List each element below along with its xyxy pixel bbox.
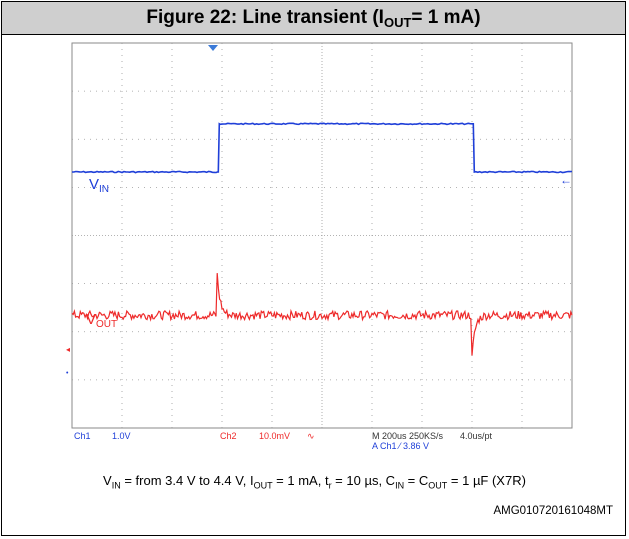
ch1-label: Ch1 [74, 431, 91, 441]
scope-readout: Ch1 1.0V Ch2 10.0mV ∿ M 200us 250KS/s 4.… [74, 431, 493, 451]
ch1-level-arrow: ← [560, 173, 572, 187]
ch1-scale: 1.0V [112, 431, 131, 441]
vout-trace [71, 273, 573, 356]
ch2-scale: 10.0mV [259, 431, 290, 441]
ch2-ground-marker: ◂ [66, 345, 70, 354]
vin-label: VIN [89, 176, 109, 195]
ch2-coupling: ∿ [307, 431, 315, 441]
trigger-position-marker [208, 45, 218, 51]
sample-interval-readout: 4.0us/pt [460, 431, 493, 441]
oscilloscope-plot: ← ◂ • VIN VOUT Ch1 1.0V Ch2 10.0mV ∿ M 2… [66, 42, 573, 451]
timebase-readout: M 200us 250KS/s [372, 431, 444, 441]
figure-caption: VIN = from 3.4 V to 4.4 V, IOUT = 1 mA, … [103, 473, 526, 491]
ch2-label: Ch2 [220, 431, 237, 441]
document-id: AMG010720161048MT [493, 505, 613, 517]
vout-label: VOUT [86, 311, 117, 330]
scope-grid [72, 43, 572, 428]
trigger-readout: A Ch1 ⁄ 3.86 V [372, 441, 429, 451]
vin-trace [72, 122, 573, 174]
ch1-ground-marker: • [66, 370, 69, 377]
figure-title: Figure 22: Line transient (I OUT = 1 mA) [2, 2, 625, 35]
